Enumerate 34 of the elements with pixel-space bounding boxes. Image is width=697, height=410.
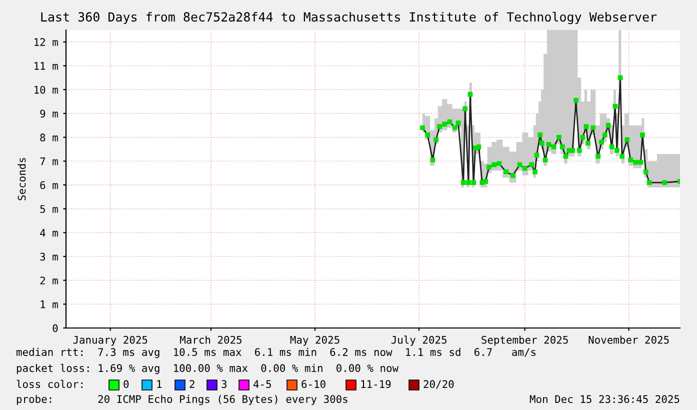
- text: loss color:: [16, 380, 82, 388]
- text: median rtt: 7.3 ms avg 10.5 ms max 6.1 ms min 6.2 ms now 1.1 ms sd 6.7 am/s: [16, 348, 536, 358]
- y-tick-label: 1 m: [40, 300, 58, 308]
- x-tick-label: March 2025: [180, 336, 242, 344]
- text: 20/20: [424, 380, 454, 389]
- y-tick-label: 4 m: [40, 229, 58, 237]
- y-tick-label: 0: [52, 324, 58, 332]
- text: Mon Dec 15 23:36:45 2025: [530, 395, 680, 404]
- y-tick-label: 2 m: [40, 276, 58, 284]
- x-tick-label: July 2025: [391, 336, 446, 346]
- y-tick-label: 5 m: [40, 205, 58, 213]
- y-tick-label: 10 m: [34, 86, 58, 94]
- chart-title: Last 360 Days from 8ec752a28f44 to Massachusetts Institute of Technology Webserver: [41, 12, 657, 24]
- y-tick-label: 11 m: [34, 62, 58, 70]
- y-tick-label: 9 m: [40, 110, 58, 118]
- text: packet loss: 1.69 % avg 100.00 % max 0.00 % min 0.00 % now: [16, 364, 399, 374]
- x-tick-label: January 2025: [73, 336, 148, 346]
- text: 1: [157, 380, 162, 388]
- text: 4-5: [254, 380, 271, 388]
- text: probe: 20 ICMP Echo Pings (56 Bytes) every 300s: [16, 394, 348, 406]
- text: 3: [222, 380, 226, 388]
- y-tick-label: 7 m: [40, 158, 58, 166]
- text: 11-19: [361, 380, 391, 388]
- y-axis-title: Seconds: [18, 158, 26, 200]
- x-tick-label: November 2025: [588, 336, 669, 344]
- x-tick-label: May 2025: [290, 336, 340, 346]
- y-tick-label: 12 m: [34, 38, 58, 46]
- y-tick-label: 3 m: [40, 252, 58, 261]
- y-tick-label: 6 m: [40, 181, 58, 190]
- text: 6-10: [302, 380, 326, 388]
- text: 0: [124, 380, 129, 388]
- text: 2: [190, 380, 194, 388]
- x-tick-label: September 2025: [482, 336, 568, 346]
- y-tick-label: 8 m: [40, 134, 58, 142]
